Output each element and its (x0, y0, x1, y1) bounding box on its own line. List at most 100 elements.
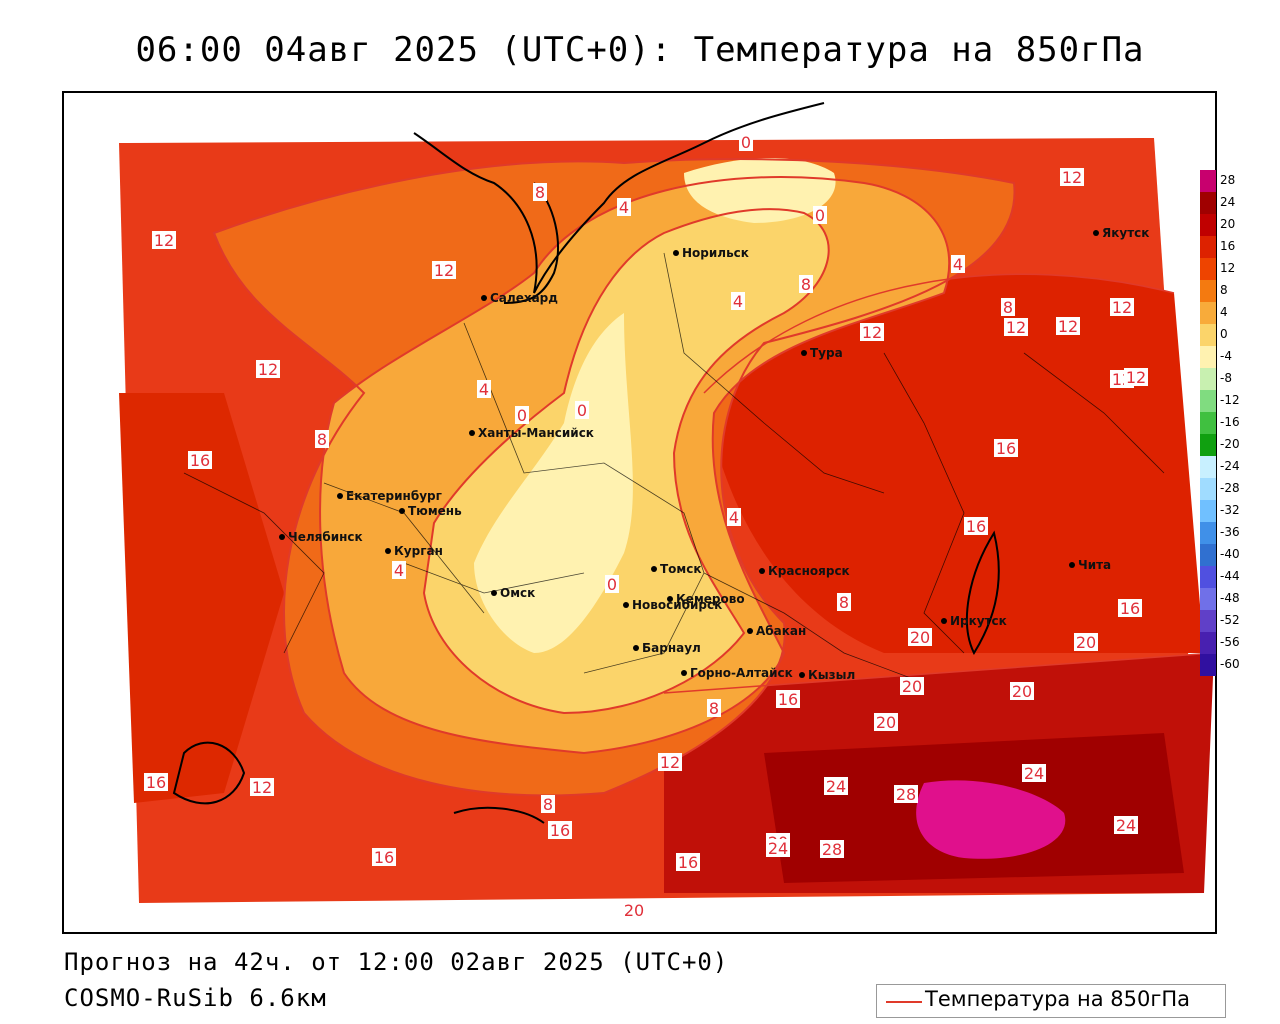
city-15: Барнаул (633, 641, 701, 655)
color-scale-segment (1200, 610, 1216, 632)
contour-label: 12 (258, 360, 278, 379)
contour-label: 28 (896, 785, 916, 804)
contour-label-bg (1004, 318, 1028, 336)
city-4: Тура (801, 346, 843, 360)
contour-label-bg (515, 406, 529, 424)
contour-label: 0 (577, 401, 587, 420)
contour-label-bg (1056, 317, 1080, 335)
city-label: Якутск (1102, 226, 1149, 240)
contour-label: 4 (394, 561, 404, 580)
color-scale-segment (1200, 478, 1216, 500)
city-10: Омск (491, 586, 535, 600)
west-warm-zone (119, 393, 284, 803)
contour-label: 24 (1116, 816, 1136, 835)
color-scale-segment (1200, 258, 1216, 280)
city-13: Кемерово (667, 592, 745, 606)
contour-label: 8 (317, 430, 327, 449)
city-marker (385, 548, 391, 554)
contour-label: 16 (550, 821, 570, 840)
contour-label-bg (1114, 816, 1138, 834)
color-scale-tick: -40 (1220, 547, 1240, 561)
contour-label-bg (676, 853, 700, 871)
contour-label: 8 (839, 593, 849, 612)
color-scale-segment (1200, 588, 1216, 610)
contour-label-bg (533, 183, 547, 201)
city-label: Салехард (490, 291, 558, 305)
city-marker (481, 295, 487, 301)
contour-label: 24 (1024, 764, 1044, 783)
color-scale-segment (1200, 280, 1216, 302)
color-scale-segment (1200, 412, 1216, 434)
city-2: Норильск (673, 246, 749, 260)
contour-label: 12 (1062, 168, 1082, 187)
contour-label: 4 (619, 198, 629, 217)
contour-label: 12 (154, 231, 174, 250)
contour-label-bg (824, 777, 848, 795)
color-scale: 28 24 20 16 12 8 4 0 -4 -8 -12 -16 -20 -24 -28 -32 -36 -4… (1200, 160, 1280, 680)
color-scale-tick: -60 (1220, 657, 1240, 671)
contour-label-bg (1118, 599, 1142, 617)
city-14: Красноярск (759, 564, 850, 578)
city-marker (633, 645, 639, 651)
city-label: Кызыл (808, 668, 855, 682)
color-scale-segment (1200, 632, 1216, 654)
color-scale-tick: -48 (1220, 591, 1240, 605)
contour-label: 24 (826, 777, 846, 796)
contour-label-bg (392, 561, 406, 579)
contour-label-bg (548, 821, 572, 839)
color-scale-tick: -8 (1220, 371, 1232, 385)
contour-label: 20 (876, 713, 896, 732)
city-marker (759, 568, 765, 574)
contour-label: 16 (996, 439, 1016, 458)
city-8: Челябинск (279, 530, 363, 544)
city-label: Норильск (682, 246, 749, 260)
contour-label: 20 (1012, 682, 1032, 701)
contour-label: 8 (535, 183, 545, 202)
city-label: Тюмень (408, 504, 462, 518)
city-label: Красноярск (768, 564, 850, 578)
city-20: Чита (1069, 558, 1111, 572)
contour-label-bg (739, 133, 753, 151)
city-label: Чита (1078, 558, 1111, 572)
city-19: Иркутск (941, 614, 1007, 628)
contour-label: 12 (862, 323, 882, 342)
contour-label: 16 (146, 773, 166, 792)
contour-label: 0 (815, 206, 825, 225)
city-marker (1093, 230, 1099, 236)
contour-label: 8 (1003, 298, 1013, 317)
contour-label: 8 (543, 795, 553, 814)
city-marker (681, 670, 687, 676)
city-marker (667, 596, 673, 602)
contour-label-bg (776, 690, 800, 708)
city-11: Новосибирск (623, 598, 722, 612)
contour-label: 24 (768, 839, 788, 858)
contour-label-bg (315, 430, 329, 448)
contour-label-bg (152, 231, 176, 249)
contour-label: 4 (953, 255, 963, 274)
contour-label-bg (766, 839, 790, 857)
contour-label: 20 (902, 677, 922, 696)
color-scale-tick: -44 (1220, 569, 1240, 583)
contour-label: 12 (1058, 317, 1078, 336)
color-scale-segment (1200, 368, 1216, 390)
color-scale-segment (1200, 500, 1216, 522)
region-borders (183, 252, 1165, 684)
yamal-coast (503, 182, 559, 304)
city-marker (1069, 562, 1075, 568)
city-6: Екатеринбург (337, 489, 442, 503)
city-label: Барнаул (642, 641, 701, 655)
contour-label-bg (658, 753, 682, 771)
map-canvas: Салехард Норильск Якутск Тура Ханты-Мансийск… (119, 102, 1215, 920)
city-17: Горно-Алтайск (681, 666, 793, 680)
color-scale-tick: 20 (1220, 217, 1236, 231)
contour-label-bg (1001, 298, 1015, 316)
city-marker (799, 672, 805, 678)
color-scale-segment (1200, 324, 1216, 346)
color-scale-tick: -28 (1220, 481, 1240, 495)
contour-label-bg (860, 323, 884, 341)
city-5: Ханты-Мансийск (469, 426, 594, 440)
contour-label-bg (1022, 764, 1046, 782)
city-marker (469, 430, 475, 436)
contour-label: 12 (434, 261, 454, 280)
contour-label: 12 (1126, 368, 1146, 387)
